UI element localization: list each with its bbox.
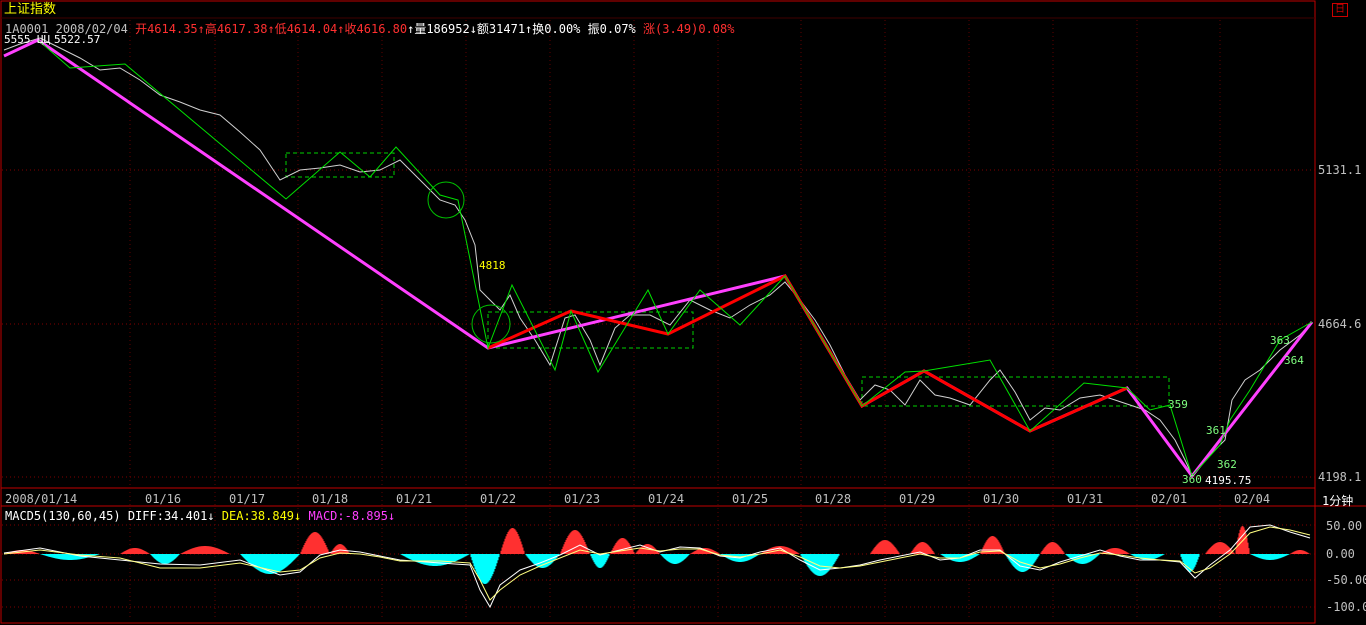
chart-frame: [0, 0, 1316, 624]
high-prefix: 5555 ЦЦ: [4, 33, 51, 46]
mark-359: 359: [1168, 398, 1188, 411]
mark-362: 362: [1217, 458, 1237, 471]
macd-axis-label: 50.00: [1326, 519, 1363, 533]
macd-header: MACD5(130,60,45) DIFF:34.401↓ DEA:38.849…: [5, 509, 395, 523]
price-axis-label: 5131.1: [1318, 163, 1362, 177]
page-title: 上证指数: [4, 2, 57, 17]
time-axis-label: 01/17: [229, 492, 266, 506]
swing-line-green: [37, 39, 1313, 477]
security-code: 1A0001: [5, 22, 49, 36]
dea-line: [3, 526, 1311, 601]
consolidation-boxes: [285, 152, 1170, 407]
quote-date: 2008/02/04: [55, 22, 128, 36]
volume: 量186952: [414, 22, 470, 36]
price-axis-label: 4198.1: [1318, 470, 1362, 484]
up-arrow-icon: ↑: [267, 22, 275, 36]
mark-4818: 4818: [479, 259, 506, 272]
time-axis-label: 02/01: [1151, 492, 1188, 506]
time-grid: [129, 20, 1221, 620]
time-axis-label: 02/04: [1234, 492, 1271, 506]
price-axis-label: 4664.6: [1318, 317, 1362, 331]
close-price: 收4616.80: [344, 22, 408, 36]
period-selector[interactable]: 1分钟: [1322, 494, 1354, 508]
macd-axis-label: -100.0: [1326, 600, 1366, 614]
macd-dea: DEA:38.849: [221, 509, 295, 523]
time-axis-label: 01/31: [1067, 492, 1104, 506]
low-price: 低4614.04: [274, 22, 338, 36]
up-arrow-icon: ↑: [197, 22, 205, 36]
up-arrow-icon: ↑: [525, 22, 533, 36]
highlight-circle: [427, 181, 465, 219]
macd-name: MACD5(130,60,45): [5, 509, 121, 523]
trend-line-red: [487, 274, 1128, 433]
highlight-circle: [471, 304, 511, 344]
amplitude: 振0.07%: [587, 22, 636, 36]
mark-363: 363: [1270, 334, 1290, 347]
time-axis-label: 01/24: [648, 492, 685, 506]
time-axis-label: 01/28: [815, 492, 852, 506]
diff-line: [3, 524, 1311, 609]
macd-axis-label: -50.00: [1326, 573, 1366, 587]
time-axis-label: 01/29: [899, 492, 936, 506]
time-axis-label: 01/30: [983, 492, 1020, 506]
mark-361: 361: [1206, 424, 1226, 437]
macd-histogram: [4, 526, 1310, 584]
time-axis-label: 01/23: [564, 492, 601, 506]
macd-diff: DIFF:34.401: [127, 509, 208, 523]
mark-364: 364: [1284, 354, 1304, 367]
time-axis-label: 01/16: [145, 492, 182, 506]
up-arrow-icon: ↑: [337, 22, 345, 36]
up-arrow-icon: ↑: [407, 22, 415, 36]
amount: 额31471: [476, 22, 526, 36]
price-line: [3, 37, 1313, 476]
time-axis-label: 2008/01/14: [5, 492, 78, 506]
time-axis-label: 01/25: [732, 492, 769, 506]
window-restore-icon[interactable]: 日: [1332, 3, 1348, 17]
high-label: 5522.57: [54, 33, 101, 46]
low-label: 4195.75: [1205, 474, 1252, 487]
down-arrow-icon: ↓: [207, 509, 215, 523]
macd-axis-label: 0.00: [1326, 547, 1355, 561]
time-axis-label: 01/18: [312, 492, 349, 506]
time-axis-label: 01/21: [396, 492, 433, 506]
turnover: 换0.00%: [532, 22, 581, 36]
high-price: 高4617.38: [204, 22, 268, 36]
mark-360: 360: [1182, 473, 1202, 486]
open-price: 开4614.35: [135, 22, 198, 36]
macd-value: MACD:-8.895: [308, 509, 388, 523]
down-arrow-icon: ↓: [387, 509, 396, 523]
down-arrow-icon: ↓: [294, 509, 302, 523]
price-grid: [2, 169, 1315, 608]
quote-bar: 1A0001 2008/02/04 开4614.35↑高4617.38↑低461…: [5, 20, 734, 37]
down-arrow-icon: ↓: [469, 22, 477, 36]
time-axis-label: 01/22: [480, 492, 517, 506]
change: 涨(3.49)0.08%: [643, 22, 735, 36]
trend-line-magenta: [3, 38, 1314, 479]
